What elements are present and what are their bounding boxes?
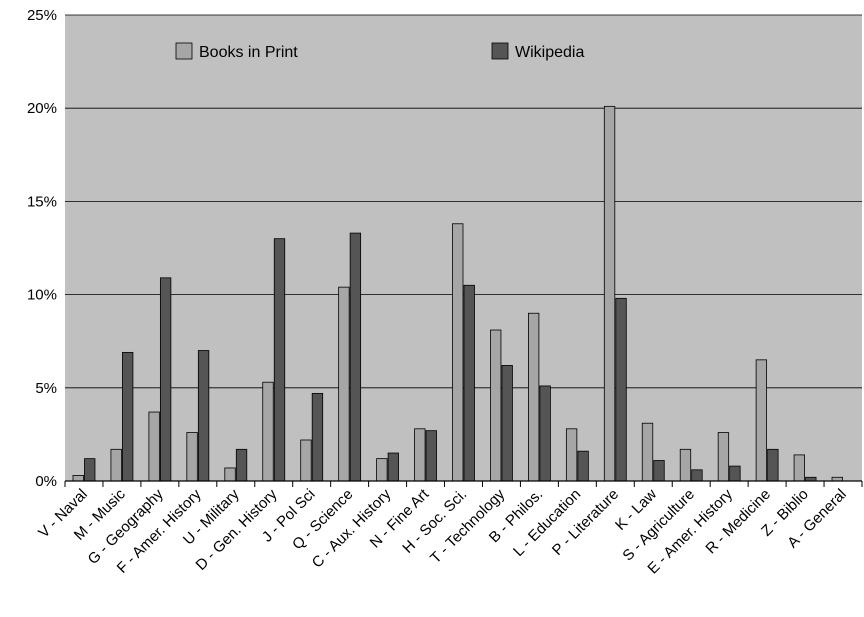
y-tick-label: 20% [27, 100, 57, 117]
y-tick-label: 15% [27, 193, 57, 210]
bar-books-in-print-16 [641, 422, 654, 482]
bar-books-in-print-2 [110, 448, 122, 482]
bar-books-in-print-20 [793, 454, 805, 482]
y-tick-label: 10% [27, 287, 57, 304]
bar-books-in-print-14 [565, 428, 578, 482]
bar-books-in-print-11 [452, 223, 464, 482]
legend-swatch-wikipedia [491, 42, 509, 60]
bar-wikipedia-1 [84, 458, 96, 482]
bar-wikipedia-12 [501, 365, 513, 482]
bar-books-in-print-10 [414, 428, 426, 482]
bar-books-in-print-7 [300, 439, 312, 482]
bars [72, 105, 843, 482]
y-tick-label: 0% [35, 473, 57, 490]
legend-label-books-in-print: Books in Print [199, 44, 298, 61]
legend-swatch-books-in-print [175, 42, 193, 60]
bar-books-in-print-12 [490, 329, 502, 482]
gridlines [65, 14, 862, 389]
bar-wikipedia-6 [273, 238, 286, 482]
bar-wikipedia-3 [159, 277, 172, 482]
legend-label-wikipedia: Wikipedia [515, 44, 584, 61]
bar-wikipedia-13 [539, 385, 551, 482]
bar-wikipedia-18 [729, 465, 741, 482]
bar-wikipedia-11 [463, 284, 475, 482]
bar-wikipedia-4 [197, 350, 210, 482]
y-axis-tick-labels: 0% 5% 10% 15% 20% 25% [27, 7, 57, 490]
bar-books-in-print-17 [679, 448, 692, 482]
bar-wikipedia-10 [425, 430, 437, 482]
bar-books-in-print-6 [262, 381, 274, 482]
bar-wikipedia-16 [653, 460, 665, 482]
bar-wikipedia-19 [767, 448, 779, 482]
bar-books-in-print-19 [755, 359, 768, 482]
bar-wikipedia-14 [577, 450, 589, 482]
bar-books-in-print-1 [72, 475, 84, 482]
y-tick-label: 5% [35, 380, 57, 397]
bar-wikipedia-7 [311, 392, 324, 482]
bar-wikipedia-5 [235, 448, 248, 482]
y-tick-label: 25% [27, 7, 57, 24]
bar-wikipedia-2 [122, 351, 134, 482]
bar-books-in-print-3 [148, 411, 160, 482]
bar-wikipedia-15 [615, 297, 627, 482]
bar-books-in-print-13 [528, 312, 540, 482]
bar-books-in-print-9 [376, 458, 388, 482]
bar-books-in-print-15 [603, 105, 616, 482]
bar-books-in-print-4 [186, 432, 198, 482]
bar-books-in-print-5 [224, 467, 236, 482]
legend: Books in Print Wikipedia [175, 42, 584, 61]
x-axis-ticks [64, 481, 863, 487]
bar-wikipedia-8 [349, 232, 362, 482]
plot-area [65, 15, 862, 481]
bar-books-in-print-18 [717, 432, 730, 482]
bar-books-in-print-8 [338, 286, 350, 482]
bar-wikipedia-9 [387, 452, 399, 482]
bar-wikipedia-17 [691, 469, 703, 482]
